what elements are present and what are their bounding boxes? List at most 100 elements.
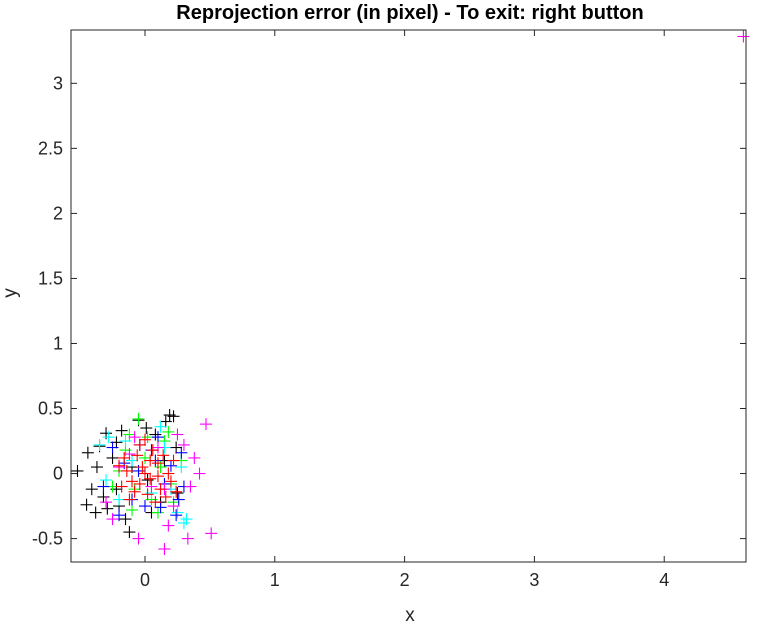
data-point-series-1 bbox=[140, 422, 153, 435]
data-point-series-4 bbox=[113, 509, 126, 522]
data-point-series-6 bbox=[151, 470, 164, 483]
data-point-series-3 bbox=[171, 506, 184, 519]
data-point-series-6 bbox=[128, 485, 141, 498]
data-point-series-5 bbox=[151, 441, 164, 454]
data-point-series-1 bbox=[123, 526, 136, 539]
data-point-series-4 bbox=[164, 459, 177, 472]
data-point-series-4 bbox=[175, 446, 188, 459]
y-tick-label: -0.5 bbox=[32, 529, 63, 549]
data-point-series-1 bbox=[81, 446, 94, 459]
data-point-series-2 bbox=[138, 451, 151, 464]
data-point-series-5 bbox=[162, 519, 175, 532]
data-point-series-6 bbox=[138, 433, 151, 446]
data-point-series-3 bbox=[180, 513, 193, 526]
data-point-series-5 bbox=[181, 532, 194, 545]
data-point-series-6 bbox=[167, 454, 180, 467]
plot-area bbox=[71, 30, 746, 562]
data-point-series-6 bbox=[138, 467, 151, 480]
data-point-series-6 bbox=[115, 480, 128, 493]
data-point-series-5 bbox=[128, 431, 141, 444]
data-point-series-4 bbox=[170, 509, 183, 522]
data-point-series-6 bbox=[141, 488, 154, 501]
data-point-series-6 bbox=[164, 475, 177, 488]
data-point-series-3 bbox=[100, 474, 113, 487]
y-axis-label: y bbox=[0, 288, 21, 298]
data-point-series-1 bbox=[101, 502, 114, 515]
data-point-series-5 bbox=[132, 532, 145, 545]
data-point-series-6 bbox=[154, 483, 167, 496]
data-point-series-1 bbox=[85, 483, 98, 496]
data-point-series-4 bbox=[97, 480, 110, 493]
data-point-series-4 bbox=[172, 493, 185, 506]
data-point-series-2 bbox=[162, 425, 175, 438]
data-point-series-3 bbox=[119, 435, 132, 448]
data-point-series-3 bbox=[126, 454, 139, 467]
data-point-series-5 bbox=[145, 480, 158, 493]
data-point-series-6 bbox=[146, 444, 159, 457]
data-point-series-2 bbox=[141, 431, 154, 444]
data-point-series-6 bbox=[120, 464, 133, 477]
y-tick-label: 0 bbox=[53, 464, 63, 484]
data-markers bbox=[71, 30, 750, 555]
data-point-series-5 bbox=[158, 542, 171, 555]
data-point-series-4 bbox=[106, 441, 119, 454]
x-tick-label: 2 bbox=[400, 570, 410, 590]
data-point-series-6 bbox=[133, 477, 146, 490]
data-point-series-6 bbox=[151, 457, 164, 470]
data-point-series-5 bbox=[100, 496, 113, 509]
data-point-series-1 bbox=[167, 410, 180, 423]
data-point-series-1 bbox=[149, 428, 162, 441]
data-point-series-4 bbox=[151, 431, 164, 444]
y-tick-label: 0.5 bbox=[38, 399, 63, 419]
plot-box bbox=[70, 29, 747, 563]
data-point-series-3 bbox=[113, 493, 126, 506]
data-point-series-6 bbox=[123, 493, 136, 506]
y-tick-label: 1.5 bbox=[38, 268, 63, 288]
data-point-series-2 bbox=[151, 506, 164, 519]
data-point-series-5 bbox=[106, 513, 119, 526]
data-point-series-5 bbox=[205, 527, 218, 540]
data-point-series-1 bbox=[170, 441, 183, 454]
data-point-series-5 bbox=[193, 467, 206, 480]
chart-title: Reprojection error (in pixel) - To exit:… bbox=[176, 2, 643, 24]
x-axis-label: x bbox=[405, 605, 415, 625]
x-tick-label: 3 bbox=[529, 570, 539, 590]
data-point-series-5 bbox=[184, 480, 197, 493]
data-point-series-2 bbox=[126, 503, 139, 516]
data-point-series-1 bbox=[89, 506, 102, 519]
data-point-series-5 bbox=[171, 428, 184, 441]
data-point-series-1 bbox=[159, 415, 172, 428]
data-point-series-1 bbox=[90, 461, 103, 474]
data-point-series-2 bbox=[132, 412, 145, 425]
data-point-series-1 bbox=[97, 490, 110, 503]
data-point-series-3 bbox=[175, 461, 188, 474]
x-tick-label: 4 bbox=[659, 570, 669, 590]
data-point-series-5 bbox=[188, 451, 201, 464]
data-point-series-1 bbox=[71, 464, 84, 477]
data-point-series-1 bbox=[80, 498, 93, 511]
data-point-series-6 bbox=[159, 490, 172, 503]
data-point-series-3 bbox=[102, 431, 115, 444]
data-point-series-6 bbox=[113, 459, 126, 472]
data-point-series-6 bbox=[162, 467, 175, 480]
data-point-series-1 bbox=[171, 487, 184, 500]
data-point-series-5 bbox=[200, 418, 212, 431]
x-tick-label: 1 bbox=[270, 570, 280, 590]
data-point-series-6 bbox=[170, 485, 183, 498]
data-point-series-3 bbox=[154, 420, 167, 433]
axis-ticks: 0 1 2 3 4 -0.5 0 0.5 1 1.5 2 2.5 3 bbox=[32, 30, 746, 590]
data-point-series-6 bbox=[133, 438, 146, 451]
data-point-series-6 bbox=[157, 449, 170, 462]
y-tick-label: 3 bbox=[53, 73, 63, 93]
data-point-series-6 bbox=[144, 454, 157, 467]
data-point-series-1 bbox=[106, 451, 119, 464]
data-point-series-4 bbox=[138, 500, 151, 513]
data-point-series-4 bbox=[154, 501, 167, 514]
data-point-series-3 bbox=[93, 438, 106, 451]
data-point-series-6 bbox=[144, 472, 157, 485]
x-tick-label: 0 bbox=[140, 570, 150, 590]
y-tick-label: 2 bbox=[53, 203, 63, 223]
y-tick-label: 2.5 bbox=[38, 138, 63, 158]
data-point-series-6 bbox=[118, 451, 131, 464]
